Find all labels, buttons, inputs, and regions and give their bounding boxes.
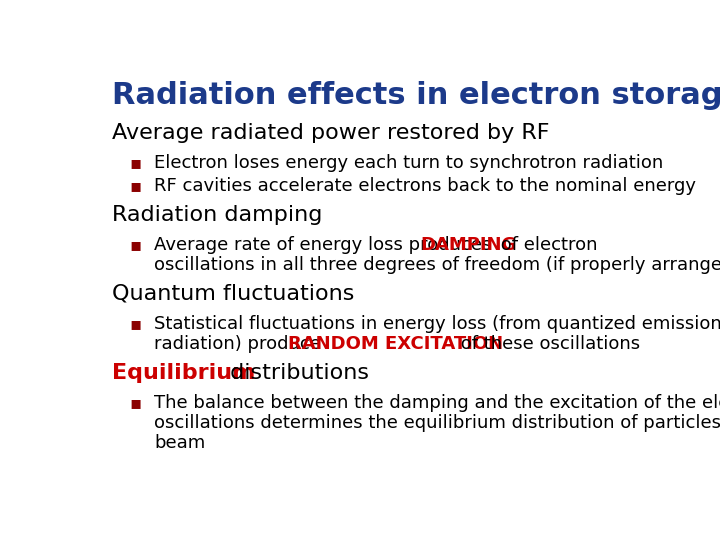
Text: beam: beam bbox=[154, 434, 205, 452]
Text: oscillations determines the equilibrium distribution of particles in the: oscillations determines the equilibrium … bbox=[154, 414, 720, 432]
Text: Quantum fluctuations: Quantum fluctuations bbox=[112, 284, 355, 304]
Text: of electron: of electron bbox=[495, 236, 598, 254]
Text: RANDOM EXCITATION: RANDOM EXCITATION bbox=[288, 335, 503, 353]
Text: Average rate of energy loss produces: Average rate of energy loss produces bbox=[154, 236, 498, 254]
Text: Equilibrium: Equilibrium bbox=[112, 363, 256, 383]
Text: Statistical fluctuations in energy loss (from quantized emission of: Statistical fluctuations in energy loss … bbox=[154, 315, 720, 333]
Text: ▪: ▪ bbox=[129, 154, 141, 172]
Text: Electron loses energy each turn to synchrotron radiation: Electron loses energy each turn to synch… bbox=[154, 154, 663, 172]
Text: RF cavities accelerate electrons back to the nominal energy: RF cavities accelerate electrons back to… bbox=[154, 177, 696, 195]
Text: oscillations in all three degrees of freedom (if properly arranged!): oscillations in all three degrees of fre… bbox=[154, 256, 720, 274]
Text: ▪: ▪ bbox=[129, 315, 141, 333]
Text: ▪: ▪ bbox=[129, 177, 141, 195]
Text: ▪: ▪ bbox=[129, 394, 141, 412]
Text: Radiation effects in electron storage rings: Radiation effects in electron storage ri… bbox=[112, 82, 720, 111]
Text: DAMPING: DAMPING bbox=[420, 236, 516, 254]
Text: Average radiated power restored by RF: Average radiated power restored by RF bbox=[112, 123, 550, 143]
Text: Radiation damping: Radiation damping bbox=[112, 205, 323, 225]
Text: distributions: distributions bbox=[223, 363, 369, 383]
Text: ▪: ▪ bbox=[129, 236, 141, 254]
Text: radiation) produce: radiation) produce bbox=[154, 335, 327, 353]
Text: of these oscillations: of these oscillations bbox=[454, 335, 640, 353]
Text: The balance between the damping and the excitation of the electron: The balance between the damping and the … bbox=[154, 394, 720, 412]
